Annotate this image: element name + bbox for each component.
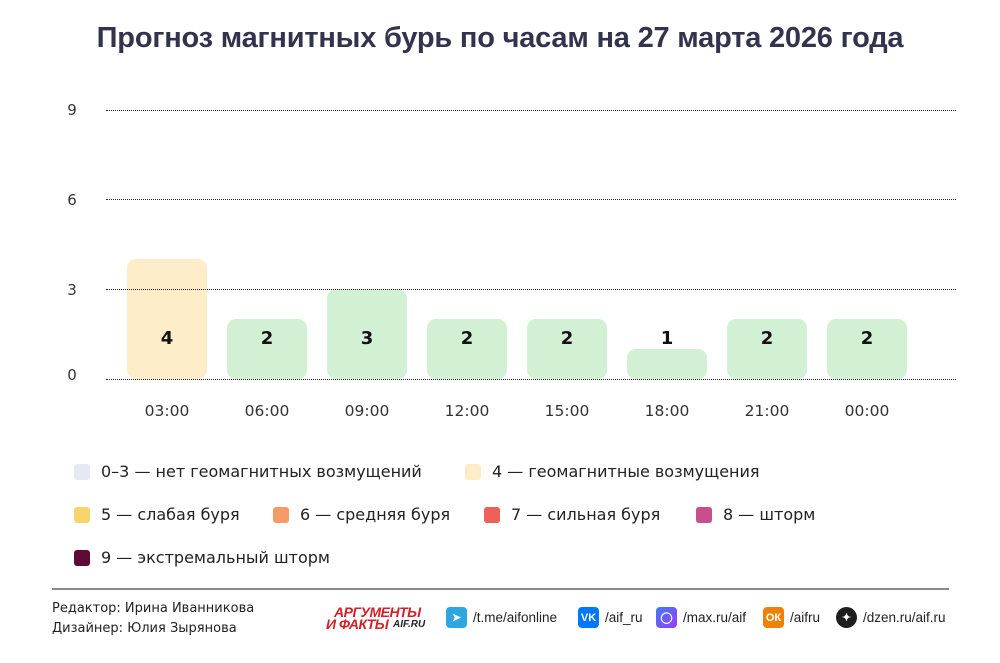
bar-value-label: 2	[860, 328, 874, 349]
legend-label: 8 — шторм	[723, 505, 816, 524]
y-tick-9: 9	[67, 101, 77, 119]
social-label: /t.me/aifonline	[473, 610, 558, 625]
x-tick: 15:00	[544, 402, 590, 420]
x-tick: 21:00	[744, 402, 790, 420]
social-label: /max.ru/aif	[683, 610, 747, 625]
legend-swatch	[465, 463, 481, 480]
social-label: /dzen.ru/aif.ru	[863, 610, 946, 625]
designer-credit: Дизайнер: Юлия Зырянова	[52, 621, 237, 636]
legend-item-9: 9 — экстремальный шторм	[74, 548, 330, 567]
vk-icon: VK	[578, 607, 599, 628]
bar-value-label: 1	[660, 328, 674, 349]
footer-divider	[52, 588, 949, 590]
x-tick: 12:00	[444, 402, 490, 420]
x-tick: 09:00	[344, 402, 390, 420]
bar-value-label: 4	[160, 328, 174, 349]
aif-logo: АРГУМЕНТЫ И ФАКТЫ AIF.RU	[326, 604, 436, 632]
legend-label: 5 — слабая буря	[101, 505, 240, 524]
bar-06:00	[227, 319, 307, 379]
legend-item-0-3: 0–3 — нет геомагнитных возмущений	[74, 462, 422, 481]
bar-18:00	[627, 349, 707, 379]
social-dzen[interactable]: ✦ /dzen.ru/aif.ru	[836, 607, 946, 628]
social-vk[interactable]: VK /aif_ru	[578, 607, 643, 628]
social-label: /aifru	[790, 610, 821, 625]
gridline-0	[106, 379, 956, 380]
legend-label: 6 — средняя буря	[300, 505, 451, 524]
legend-item-5: 5 — слабая буря	[74, 505, 240, 524]
x-tick: 18:00	[644, 402, 690, 420]
gridline-6	[106, 199, 956, 200]
legend-swatch	[484, 506, 500, 523]
legend-swatch	[74, 463, 90, 480]
odnoklassniki-icon: ОК	[763, 607, 784, 628]
bar-value-label: 3	[360, 328, 374, 349]
social-max[interactable]: ◯ /max.ru/aif	[656, 607, 746, 628]
legend-item-4: 4 — геомагнитные возмущения	[465, 462, 760, 481]
bar-15:00	[527, 319, 607, 379]
social-odnoklassniki[interactable]: ОК /aifru	[763, 607, 820, 628]
legend-item-8: 8 — шторм	[696, 505, 815, 524]
gridline-9	[106, 110, 956, 111]
bar-12:00	[427, 319, 507, 379]
editor-credit: Редактор: Ирина Иванникова	[52, 601, 255, 616]
logo-site: AIF.RU	[393, 619, 426, 630]
y-tick-3: 3	[67, 281, 77, 299]
social-telegram[interactable]: ➤ /t.me/aifonline	[446, 607, 557, 628]
chart-title: Прогноз магнитных бурь по часам на 27 ма…	[96, 22, 904, 54]
x-tick: 06:00	[244, 402, 290, 420]
telegram-icon: ➤	[446, 607, 467, 628]
legend-swatch	[696, 506, 712, 523]
gridline-3	[106, 289, 956, 290]
bar-value-label: 2	[560, 328, 574, 349]
bar-09:00	[327, 289, 407, 379]
x-tick: 03:00	[144, 402, 190, 420]
legend-swatch	[74, 549, 90, 566]
credits: Редактор: Ирина Иванникова Дизайнер: Юли…	[52, 599, 254, 639]
bar-03:00	[127, 259, 207, 379]
social-label: /aif_ru	[605, 610, 643, 625]
legend-item-6: 6 — средняя буря	[273, 505, 450, 524]
max-icon: ◯	[656, 607, 677, 628]
legend-label: 4 — геомагнитные возмущения	[492, 462, 760, 481]
legend-swatch	[273, 506, 289, 523]
legend-swatch	[74, 506, 90, 523]
legend-item-7: 7 — сильная буря	[484, 505, 660, 524]
legend-label: 7 — сильная буря	[511, 505, 661, 524]
legend-label: 9 — экстремальный шторм	[101, 548, 330, 567]
dzen-icon: ✦	[836, 607, 857, 628]
bar-00:00	[827, 319, 907, 379]
bar-21:00	[727, 319, 807, 379]
logo-line1: АРГУМЕНТЫ	[334, 604, 421, 620]
bar-value-label: 2	[460, 328, 474, 349]
y-tick-0: 0	[67, 366, 77, 384]
legend-label: 0–3 — нет геомагнитных возмущений	[101, 462, 422, 481]
bar-value-label: 2	[760, 328, 774, 349]
logo-line2: И ФАКТЫ	[326, 616, 389, 632]
bar-chart: 9 6 3 0 4 2 3 2 2 1 2 2 03:00 06:00 09:00 12:00…	[67, 101, 956, 420]
x-tick: 00:00	[844, 402, 890, 420]
y-tick-6: 6	[67, 191, 77, 209]
bar-value-label: 2	[260, 328, 274, 349]
